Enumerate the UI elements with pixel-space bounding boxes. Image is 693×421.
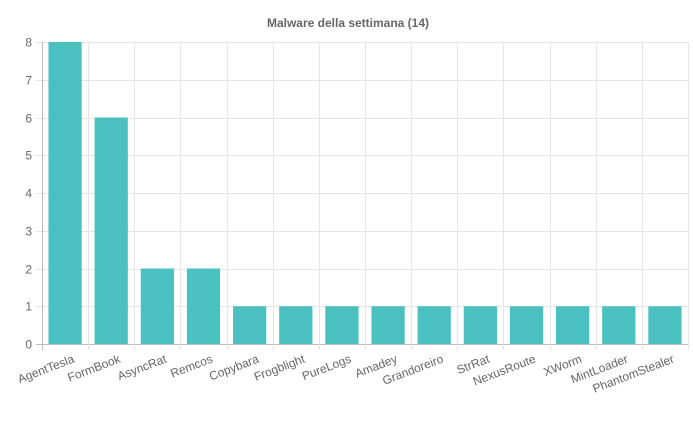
chart-title: Malware della settimana (14) — [267, 16, 429, 30]
bar — [48, 42, 82, 344]
y-tick-label: 1 — [25, 300, 32, 314]
x-tick-label: PureLogs — [300, 352, 353, 383]
bar — [325, 306, 359, 344]
bar — [186, 268, 221, 344]
x-tick-label: Remcos — [168, 352, 214, 381]
bar — [279, 306, 313, 344]
bar — [371, 306, 405, 344]
y-tick-label: 2 — [25, 263, 32, 277]
bar — [94, 117, 128, 344]
y-tick-label: 3 — [25, 225, 32, 239]
bar — [602, 306, 636, 344]
bar — [509, 306, 544, 344]
bar — [140, 268, 174, 344]
bar — [556, 306, 590, 344]
x-tick-label: Frogblight — [252, 351, 307, 383]
x-tick-label: AsyncRat — [115, 351, 169, 383]
bar — [233, 306, 267, 344]
x-tick-label: AgentTesla — [16, 352, 77, 386]
y-axis-ticks: 0 1 2 3 4 5 6 7 8 — [25, 36, 32, 352]
y-tick-label: 5 — [25, 149, 32, 163]
y-tick-label: 0 — [25, 338, 32, 352]
x-tick-label: FormBook — [66, 351, 124, 384]
y-tick-label: 6 — [25, 112, 32, 126]
y-tick-label: 4 — [25, 187, 32, 201]
bar — [648, 306, 682, 344]
grid — [36, 42, 689, 350]
bars — [48, 42, 682, 344]
bar — [417, 306, 451, 344]
y-tick-label: 8 — [25, 36, 32, 50]
y-tick-label: 7 — [25, 74, 32, 88]
bar — [463, 306, 497, 344]
x-tick-label: Copybara — [207, 352, 261, 384]
